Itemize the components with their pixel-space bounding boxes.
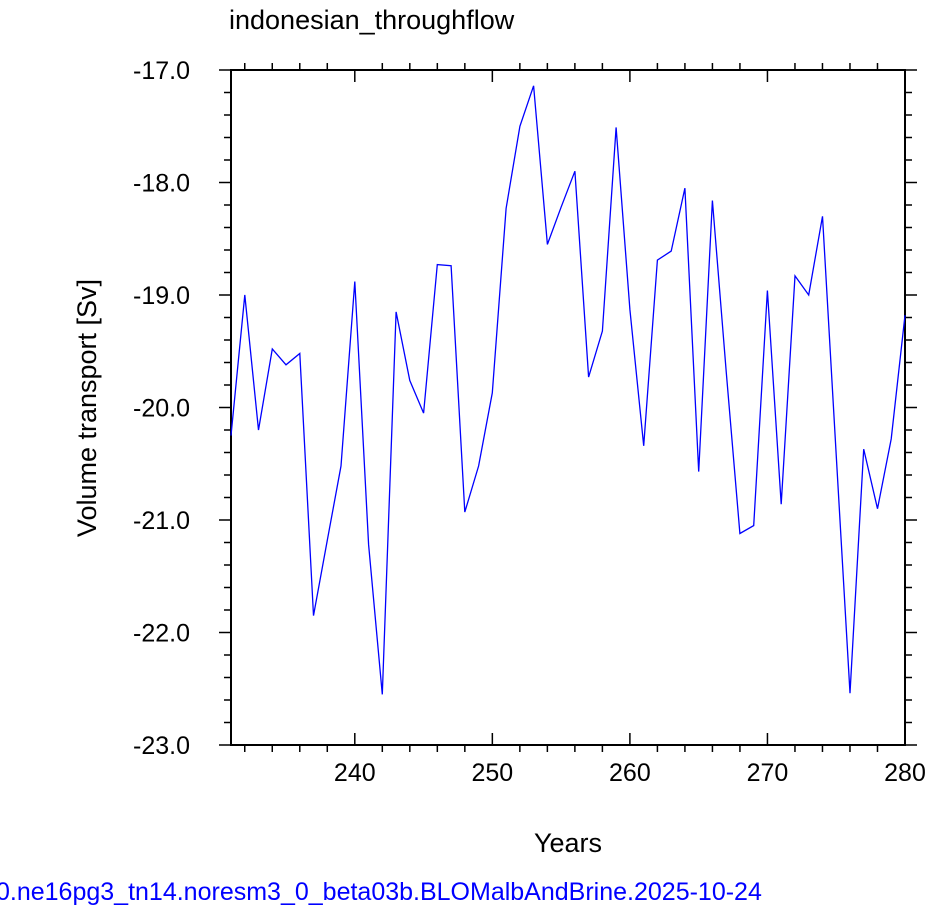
plot-area bbox=[230, 69, 906, 746]
series-line bbox=[230, 85, 906, 695]
y-tick-label: -17.0 bbox=[133, 57, 190, 85]
x-tick-label: 240 bbox=[334, 759, 376, 787]
x-tick-label: 260 bbox=[609, 759, 651, 787]
x-tick-labels: 240 250 260 270 280 bbox=[334, 759, 926, 787]
y-tick-label: -18.0 bbox=[133, 170, 190, 198]
y-tick-label: -22.0 bbox=[133, 620, 190, 648]
chart-title: indonesian_throughflow bbox=[229, 5, 515, 35]
y-axis-label: Volume transport [Sv] bbox=[72, 279, 102, 537]
x-tick-label: 270 bbox=[747, 759, 789, 787]
y-tick-label: -23.0 bbox=[133, 732, 190, 760]
x-tick-label: 280 bbox=[884, 759, 926, 787]
x-tick-label: 250 bbox=[471, 759, 513, 787]
y-tick-labels: -23.0 -22.0 -21.0 -20.0 -19.0 -18.0 -17.0 bbox=[133, 57, 190, 760]
y-tick-label: -20.0 bbox=[133, 395, 190, 423]
plot-frame bbox=[230, 69, 906, 746]
footer-caption: 0.ne16pg3_tn14.noresm3_0_beta03b.BLOMalb… bbox=[0, 878, 762, 906]
y-tick-label: -19.0 bbox=[133, 282, 190, 310]
x-axis-label: Years bbox=[534, 828, 602, 858]
y-tick-label: -21.0 bbox=[133, 507, 190, 535]
axis-ticks bbox=[219, 63, 917, 752]
series-group bbox=[230, 85, 906, 695]
